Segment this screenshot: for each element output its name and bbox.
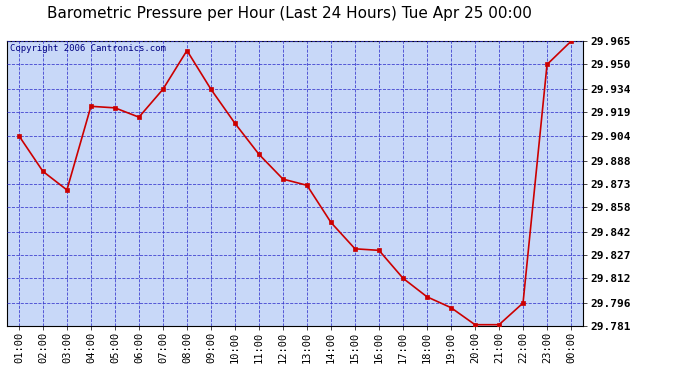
Text: Copyright 2006 Cantronics.com: Copyright 2006 Cantronics.com [10,44,166,53]
Text: Barometric Pressure per Hour (Last 24 Hours) Tue Apr 25 00:00: Barometric Pressure per Hour (Last 24 Ho… [48,6,532,21]
